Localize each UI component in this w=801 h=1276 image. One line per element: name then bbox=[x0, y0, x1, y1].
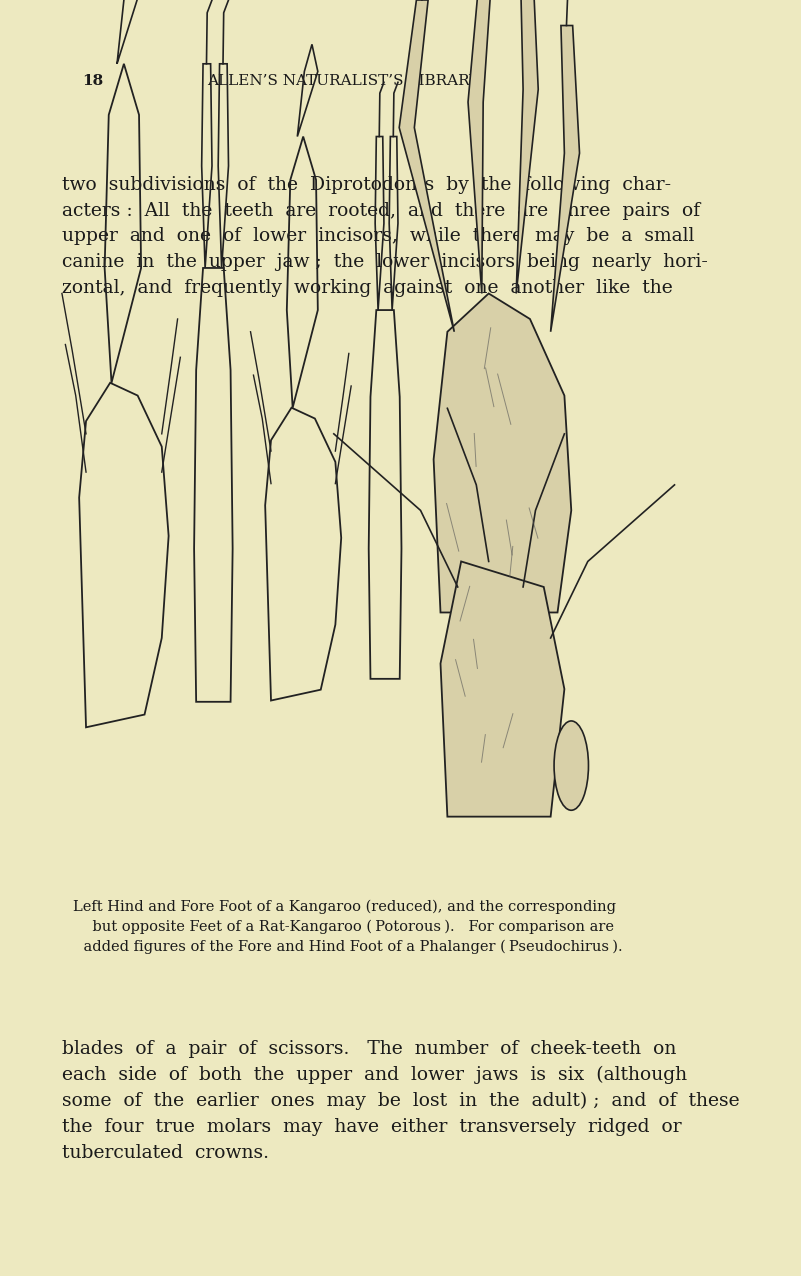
PathPatch shape bbox=[433, 293, 571, 612]
Text: 18: 18 bbox=[83, 74, 104, 88]
PathPatch shape bbox=[468, 0, 493, 293]
Ellipse shape bbox=[554, 721, 589, 810]
PathPatch shape bbox=[399, 0, 454, 332]
Text: ALLEN’S NATURALIST’S LIBRARY.: ALLEN’S NATURALIST’S LIBRARY. bbox=[207, 74, 481, 88]
Text: blades  of  a  pair  of  scissors.   The  number  of  cheek-teeth  on
each  side: blades of a pair of scissors. The number… bbox=[62, 1040, 739, 1161]
Text: two  subdivisions  of  the  Diprotodonts  by  the  following  char-
acters :  Al: two subdivisions of the Diprotodonts by … bbox=[62, 176, 708, 297]
PathPatch shape bbox=[550, 26, 580, 332]
Text: Left Hind and Fore Foot of a Kangaroo (reduced), and the corresponding
    but o: Left Hind and Fore Foot of a Kangaroo (r… bbox=[66, 900, 623, 954]
PathPatch shape bbox=[441, 561, 565, 817]
PathPatch shape bbox=[516, 0, 538, 293]
